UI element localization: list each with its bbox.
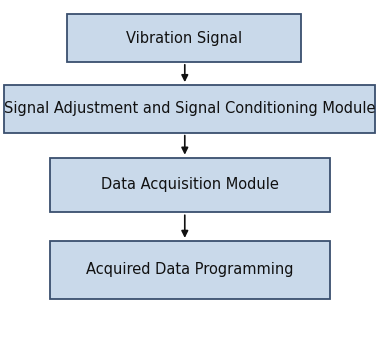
Text: Vibration Signal: Vibration Signal bbox=[126, 30, 242, 46]
FancyBboxPatch shape bbox=[50, 241, 330, 299]
FancyBboxPatch shape bbox=[67, 14, 301, 62]
Text: Acquired Data Programming: Acquired Data Programming bbox=[86, 262, 293, 278]
Text: Signal Adjustment and Signal Conditioning Module: Signal Adjustment and Signal Conditionin… bbox=[4, 101, 375, 116]
FancyBboxPatch shape bbox=[4, 85, 375, 133]
FancyBboxPatch shape bbox=[50, 158, 330, 212]
Text: Data Acquisition Module: Data Acquisition Module bbox=[101, 177, 279, 193]
